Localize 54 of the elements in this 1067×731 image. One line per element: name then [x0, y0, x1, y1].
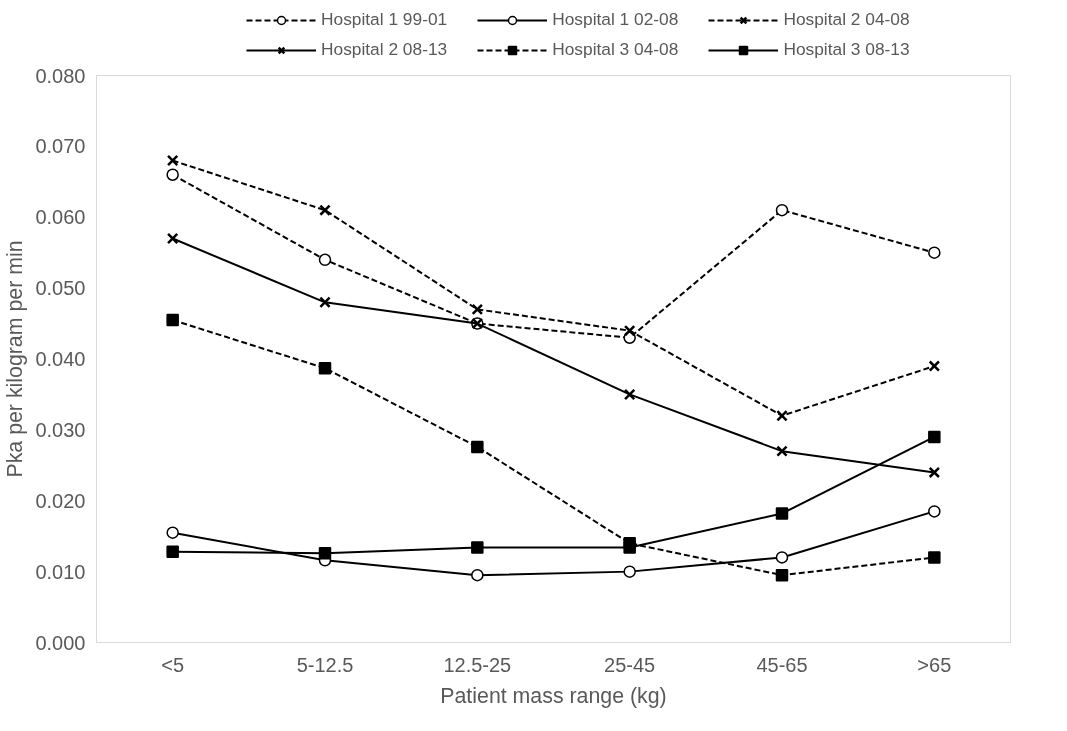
- x-tick-label: 45-65: [756, 653, 808, 676]
- x-axis-title: Patient mass range (kg): [440, 683, 667, 708]
- point: [166, 526, 179, 539]
- y-axis-title: Pka per kilogram per min: [3, 240, 28, 478]
- legend-label: Hospital 1 02-08: [552, 9, 679, 30]
- point: [776, 445, 788, 457]
- legend-label: Hospital 1 99-01: [321, 9, 448, 30]
- y-tick-label: 0.050: [35, 277, 86, 300]
- point: [166, 168, 179, 181]
- point: [928, 505, 941, 518]
- legend-label: Hospital 3 04-08: [552, 39, 679, 60]
- point: [319, 204, 331, 217]
- point: [623, 388, 636, 401]
- point: [928, 246, 941, 259]
- point: [775, 551, 789, 564]
- legend-label: Hospital 2 08-13: [321, 39, 448, 60]
- x-tick-label: >65: [917, 653, 952, 676]
- legend-label: Hospital 3 08-13: [783, 39, 910, 60]
- y-tick-label: 0.070: [35, 135, 86, 158]
- point: [166, 313, 179, 327]
- y-tick-label: 0.040: [35, 348, 86, 370]
- point: [318, 546, 332, 560]
- point: [775, 507, 789, 520]
- point: [776, 409, 788, 422]
- point: [166, 232, 179, 245]
- point: [623, 324, 636, 337]
- x-tick-label: 12.5-25: [443, 653, 512, 676]
- point: [166, 154, 179, 167]
- point: [928, 360, 941, 372]
- point: [928, 466, 941, 479]
- legend-label: Hospital 2 04-08: [783, 9, 910, 30]
- x-tick-label: 25-45: [604, 653, 656, 676]
- point: [319, 296, 331, 309]
- point: [471, 440, 484, 454]
- x-tick-label: <5: [161, 653, 185, 676]
- y-tick-label: 0.010: [35, 560, 86, 583]
- point: [471, 303, 484, 316]
- point: [928, 551, 941, 564]
- point: [318, 361, 332, 375]
- point: [318, 253, 332, 267]
- point: [471, 568, 484, 582]
- point: [775, 203, 789, 217]
- y-tick-label: 0.030: [35, 418, 86, 441]
- point: [623, 565, 636, 578]
- y-tick-label: 0.020: [35, 489, 86, 512]
- y-tick-label: 0.080: [35, 64, 86, 87]
- point: [928, 430, 941, 444]
- point: [166, 545, 179, 559]
- y-tick-label: 0.000: [35, 631, 86, 654]
- point: [471, 541, 484, 554]
- point: [775, 568, 789, 582]
- y-tick-label: 0.060: [35, 206, 86, 229]
- x-tick-label: 5-12.5: [296, 653, 354, 676]
- point: [623, 541, 636, 554]
